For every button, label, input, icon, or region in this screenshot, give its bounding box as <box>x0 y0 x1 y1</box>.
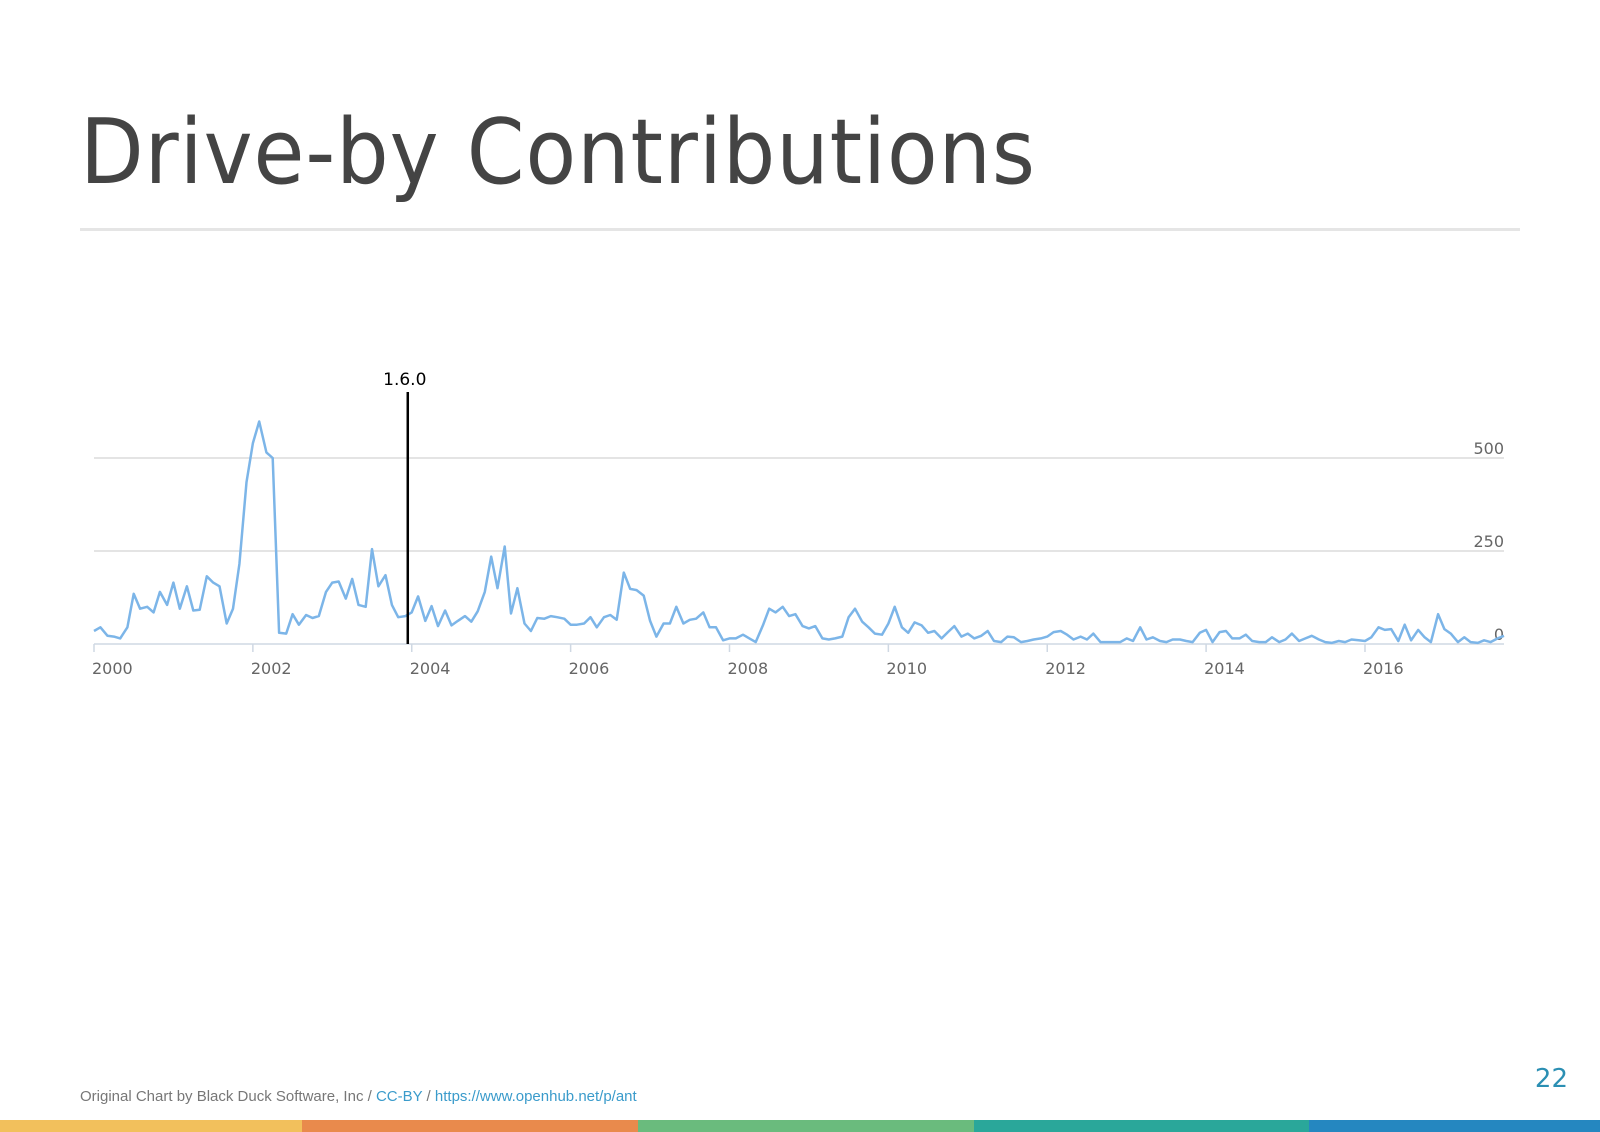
footer-credit: Original Chart by Black Duck Software, I… <box>80 1088 637 1105</box>
separator: / <box>422 1088 435 1105</box>
x-tick-label: 2004 <box>410 659 451 678</box>
band-segment <box>974 1120 1309 1132</box>
contributions-chart: 0 250 500 2000 2002 2004 2006 2008 2010 2012 2014 2… <box>0 360 1600 704</box>
band-segment <box>638 1120 974 1132</box>
source-url-link[interactable]: https://www.openhub.net/p/ant <box>434 1088 637 1105</box>
x-tick-label: 2012 <box>1045 659 1086 678</box>
title-divider <box>80 228 1520 231</box>
x-tick-label: 2010 <box>886 659 927 678</box>
x-tick-label: 2014 <box>1204 659 1245 678</box>
slide-title: Drive-by Contributions <box>80 100 1036 205</box>
release-marker-label: 1.6.0 <box>383 370 426 390</box>
license-link[interactable]: CC-BY <box>375 1088 423 1105</box>
bottom-color-band <box>0 1120 1600 1132</box>
chart-svg: 0 250 500 2000 2002 2004 2006 2008 2010 2012 2014 2… <box>92 370 1505 678</box>
x-tick-label: 2000 <box>92 659 133 678</box>
credit-text: Original Chart by Black Duck Software, I… <box>80 1088 364 1105</box>
y-tick-label: 250 <box>1473 532 1504 551</box>
x-tick-label: 2008 <box>727 659 768 678</box>
y-tick-label: 0 <box>1494 625 1504 644</box>
band-segment <box>0 1120 302 1132</box>
separator: / <box>363 1088 376 1105</box>
y-tick-label: 500 <box>1473 439 1504 458</box>
x-tick-label: 2016 <box>1363 659 1404 678</box>
band-segment <box>1309 1120 1600 1132</box>
band-segment <box>302 1120 638 1132</box>
x-tick-label: 2002 <box>251 659 292 678</box>
x-tick-label: 2006 <box>569 659 610 678</box>
series-line <box>93 420 1505 645</box>
page-number: 22 <box>1534 1064 1568 1094</box>
